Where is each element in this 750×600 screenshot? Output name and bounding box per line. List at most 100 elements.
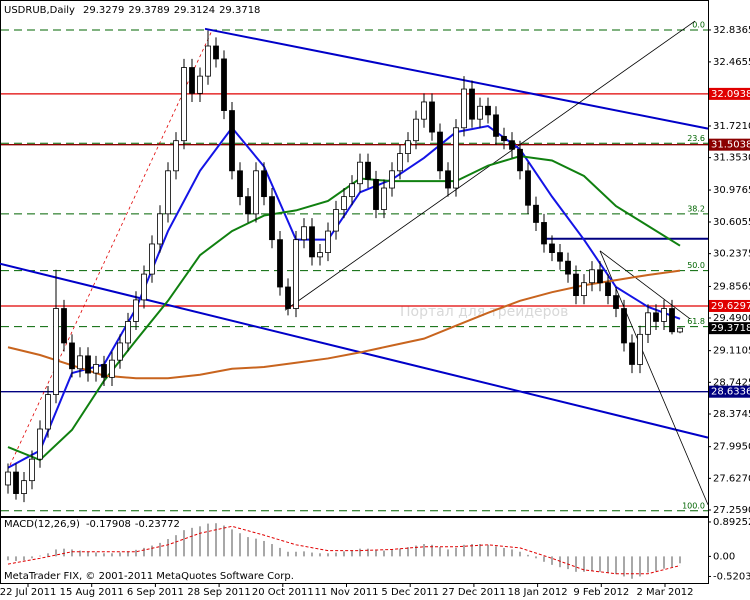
candle-body bbox=[469, 88, 475, 120]
candle-body bbox=[605, 282, 611, 297]
fib-label: 50.0 bbox=[687, 261, 705, 270]
moving-average bbox=[7, 269, 681, 380]
candle-body bbox=[69, 342, 75, 370]
candle-body bbox=[149, 243, 155, 275]
candle-body bbox=[501, 135, 507, 142]
macd-y-tick-label: 0.00 bbox=[713, 551, 735, 562]
candle-body bbox=[117, 342, 123, 361]
x-tick-label: 22 Jul 2011 bbox=[0, 587, 56, 598]
candle-body bbox=[165, 170, 171, 215]
y-tick-label: 29.8565 bbox=[713, 281, 750, 292]
candle-body bbox=[77, 355, 83, 370]
candle-body bbox=[5, 471, 11, 486]
trendline bbox=[599, 250, 709, 505]
level-label: 29.6297 bbox=[711, 301, 750, 312]
candle-body bbox=[381, 187, 387, 210]
candle-body bbox=[29, 458, 35, 482]
candle-body bbox=[309, 226, 315, 258]
candle-body bbox=[277, 239, 283, 288]
close: 29.3718 bbox=[219, 5, 260, 16]
y-tick-label: 30.6055 bbox=[713, 217, 750, 228]
candle-body bbox=[541, 222, 547, 245]
candle-body bbox=[517, 148, 523, 172]
fib-label: 0.0 bbox=[692, 20, 705, 29]
candle-body bbox=[213, 45, 219, 60]
candle-body bbox=[653, 312, 659, 322]
candle-body bbox=[205, 45, 211, 77]
trendline bbox=[204, 27, 709, 130]
candle-body bbox=[549, 243, 555, 253]
candle-body bbox=[245, 196, 251, 215]
candle-body bbox=[221, 58, 227, 111]
y-tick-label: 32.4655 bbox=[713, 57, 750, 68]
candle-body bbox=[317, 252, 323, 258]
candle-body bbox=[293, 239, 299, 309]
level-tag bbox=[709, 299, 750, 312]
macd-signal bbox=[7, 525, 681, 575]
candle-body bbox=[389, 170, 395, 189]
candle-body bbox=[669, 308, 675, 333]
signal-value: -0.23772 bbox=[135, 519, 180, 530]
candle-body bbox=[285, 286, 291, 309]
fib-label: 100.0 bbox=[682, 501, 705, 510]
candle-body bbox=[325, 230, 331, 253]
header: USDRUB,Daily 29.3279 29.3789 29.3124 29.3718 bbox=[4, 5, 260, 16]
macd-label: MACD(12,26,9) bbox=[4, 519, 80, 530]
x-tick-label: 9 Feb 2012 bbox=[573, 587, 629, 598]
candle-body bbox=[413, 118, 419, 142]
candle-body bbox=[261, 170, 267, 198]
fib-label: 23.6 bbox=[687, 134, 705, 143]
y-tick-label: 28.7425 bbox=[713, 377, 750, 388]
trendline bbox=[599, 250, 691, 320]
candle-body bbox=[573, 273, 579, 297]
candle-body bbox=[533, 204, 539, 223]
footer: MetaTrader FIX, © 2001-2011 MetaQuotes S… bbox=[4, 571, 294, 582]
fib-label: 38.2 bbox=[687, 204, 705, 213]
macd-y-tick-label: 0.89252 bbox=[713, 517, 750, 528]
candle-body bbox=[397, 153, 403, 172]
level-label: 32.0938 bbox=[711, 89, 750, 100]
x-tick-label: 15 Aug 2011 bbox=[60, 587, 124, 598]
candle-body bbox=[253, 170, 259, 215]
candle-body bbox=[13, 471, 19, 494]
candle-body bbox=[613, 295, 619, 309]
candle-body bbox=[45, 394, 51, 430]
candle-body bbox=[373, 179, 379, 210]
candle-body bbox=[37, 428, 43, 460]
candle-body bbox=[365, 161, 371, 180]
x-tick-label: 27 Dec 2011 bbox=[442, 587, 506, 598]
candle-body bbox=[557, 252, 563, 262]
symbol: USDRUB,Daily bbox=[4, 5, 75, 16]
candle-body bbox=[229, 110, 235, 172]
y-tick-label: 27.9950 bbox=[713, 442, 750, 453]
level-label: 31.5038 bbox=[711, 140, 750, 151]
candle-body bbox=[181, 67, 187, 142]
y-tick-label: 27.2590 bbox=[713, 505, 750, 516]
y-tick-label: 31.7210 bbox=[713, 121, 750, 132]
macd-header: MACD(12,26,9) -0.17908 -0.23772 bbox=[4, 519, 180, 530]
candle-body bbox=[109, 359, 115, 378]
macd-panel bbox=[0, 517, 709, 584]
y-tick-label: 27.6270 bbox=[713, 473, 750, 484]
candle-body bbox=[453, 127, 459, 189]
candle-body bbox=[269, 196, 275, 241]
candle-body bbox=[645, 312, 651, 335]
candle-body bbox=[157, 213, 163, 245]
candle-body bbox=[133, 299, 139, 322]
candle-body bbox=[93, 364, 99, 374]
candle-body bbox=[341, 196, 347, 210]
candle-body bbox=[101, 364, 107, 378]
candle-body bbox=[53, 308, 59, 395]
candle-body bbox=[461, 88, 467, 129]
candle-body bbox=[445, 170, 451, 189]
candle-body bbox=[61, 308, 67, 344]
fib-label: 61.8 bbox=[687, 317, 705, 326]
candle-body bbox=[477, 105, 483, 120]
y-tick-label: 31.3530 bbox=[713, 153, 750, 164]
price-label: 29.3718 bbox=[711, 323, 750, 334]
y-tick-label: 30.2375 bbox=[713, 249, 750, 260]
candle-body bbox=[141, 273, 147, 301]
y-tick-label: 29.4900 bbox=[713, 313, 750, 324]
